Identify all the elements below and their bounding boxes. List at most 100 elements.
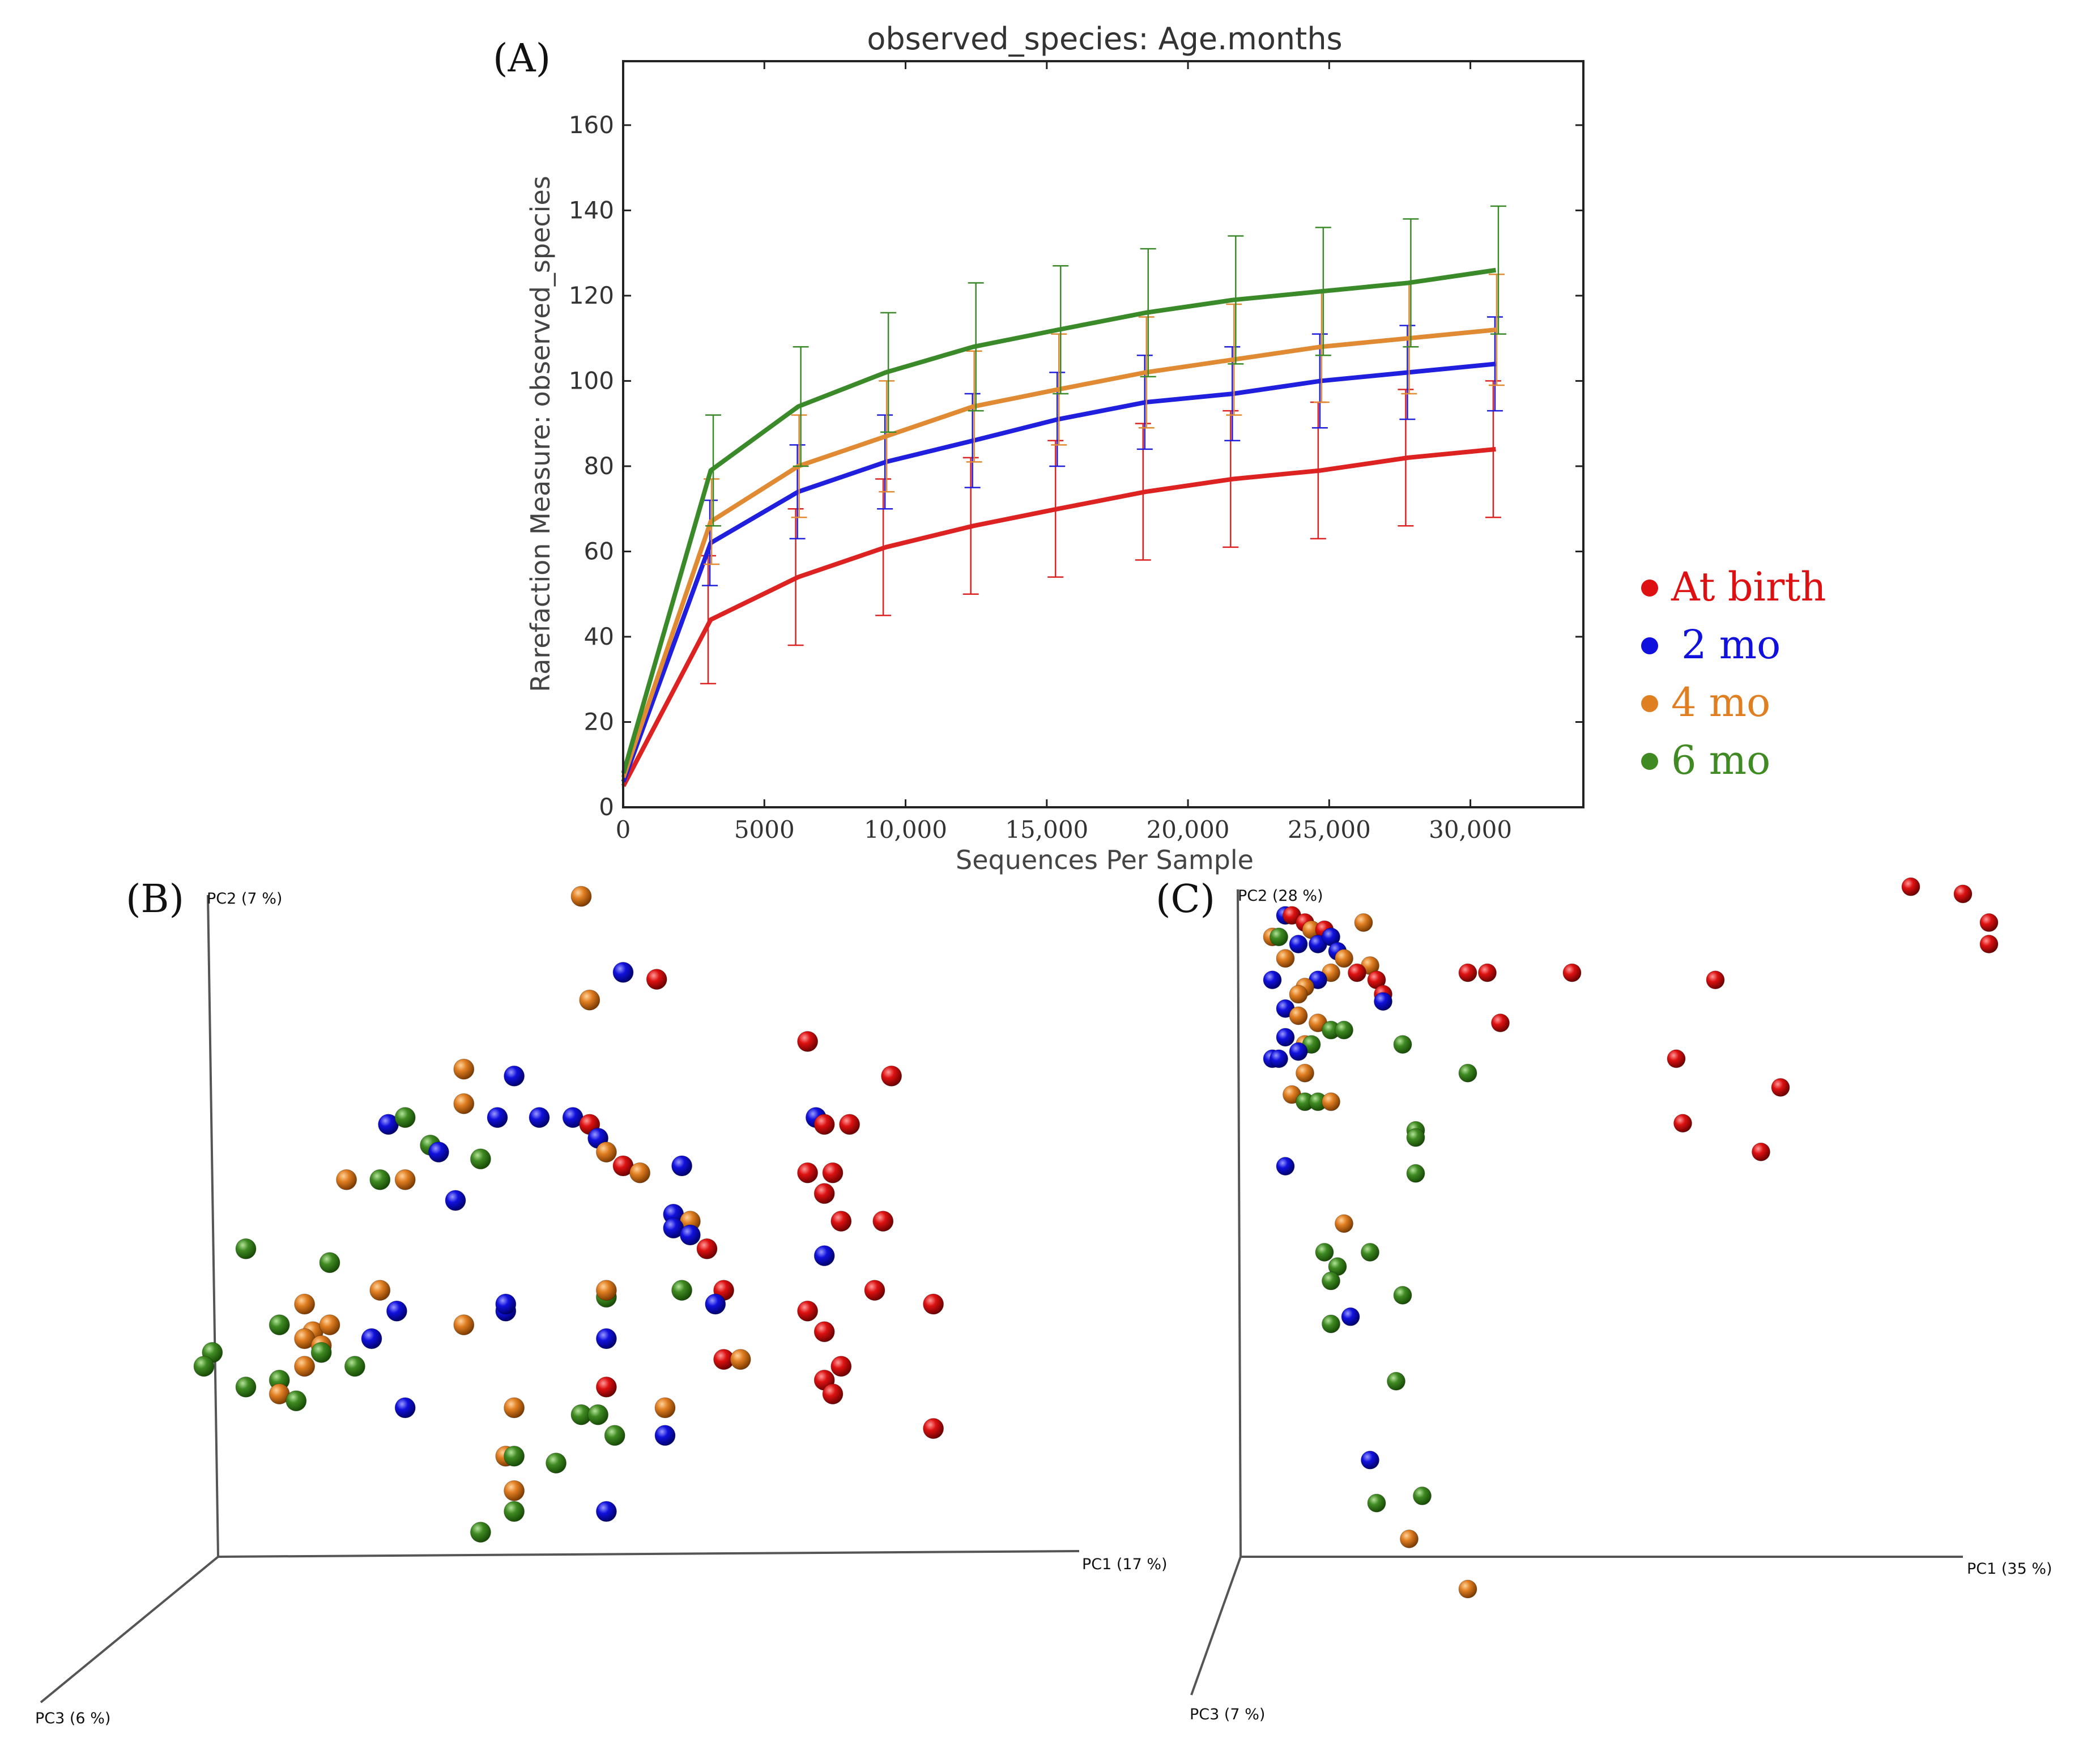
scatter-point (797, 1300, 819, 1322)
scatter-point (453, 1093, 475, 1114)
chart-title: observed_species: Age.months (867, 21, 1342, 57)
scatter-point (671, 1155, 693, 1177)
scatter-point (579, 989, 600, 1011)
scatter-point (546, 1453, 567, 1474)
y-tick-label: 60 (584, 537, 614, 565)
scatter-point (1706, 970, 1725, 990)
series-line (621, 446, 1496, 787)
scatter-point (1289, 935, 1308, 953)
scatter-point (797, 1162, 819, 1183)
chart-series-group (621, 205, 1506, 787)
scatter-point (1335, 949, 1353, 968)
scatter-point (872, 1211, 894, 1232)
pcoa-c-points (1263, 877, 1999, 1599)
scatter-point (294, 1293, 316, 1315)
scatter-point (1393, 1285, 1412, 1305)
legend-label-4mo: 4 mo (1671, 679, 1770, 726)
scatter-point (1901, 877, 1920, 896)
scatter-point (1263, 970, 1282, 990)
scatter-point (1348, 963, 1366, 982)
plot-frame (622, 60, 1584, 808)
scatter-point (730, 1349, 751, 1370)
pcoa-b-pc3-axis (40, 1556, 219, 1703)
scatter-point (1335, 1020, 1353, 1040)
panel-label-b: (B) (126, 877, 184, 922)
legend-label-2mo: 2 mo (1681, 621, 1780, 668)
scatter-point (595, 1376, 617, 1398)
y-axis-title: Rarefaction Measure: observed_species (525, 176, 556, 692)
pcoa-b-pc2-label: PC2 (7 %) (207, 890, 282, 908)
scatter-point (595, 1280, 617, 1301)
scatter-point (671, 1280, 693, 1301)
scatter-point (1979, 935, 1999, 953)
scatter-point (235, 1238, 257, 1259)
scatter-point (629, 1162, 651, 1183)
scatter-point (813, 1245, 835, 1267)
y-tick-label: 40 (584, 623, 614, 650)
scatter-point (1387, 1372, 1405, 1391)
scatter-point (797, 1030, 819, 1052)
scatter-point (319, 1314, 340, 1336)
scatter-point (1322, 1314, 1340, 1334)
scatter-point (1667, 1049, 1686, 1068)
series-2-mo (621, 316, 1503, 783)
scatter-point (1979, 913, 1999, 932)
y-tick-label: 100 (569, 367, 614, 394)
scatter-point (923, 1293, 944, 1315)
scatter-point (705, 1293, 726, 1315)
scatter-point (1296, 1063, 1314, 1083)
legend-dot-4mo (1641, 695, 1658, 712)
scatter-point (1289, 1042, 1308, 1061)
scatter-point (235, 1376, 257, 1398)
scatter-point (822, 1162, 844, 1183)
pcoa-c-pc2-axis (1237, 889, 1242, 1557)
y-tick-label: 160 (569, 111, 614, 139)
pcoa-b-pc3-label: PC3 (6 %) (35, 1710, 110, 1727)
pcoa-plot-c: PC2 (28 %) PC1 (35 %) PC3 (7 %) (1190, 877, 2052, 1723)
scatter-point (839, 1114, 861, 1135)
scatter-point (394, 1107, 416, 1128)
pcoa-c-pc3-label: PC3 (7 %) (1190, 1706, 1265, 1723)
scatter-point (394, 1169, 416, 1190)
scatter-point (654, 1397, 676, 1419)
scatter-point (1354, 913, 1373, 932)
panel-label-a: (A) (493, 36, 551, 81)
scatter-point (881, 1065, 902, 1087)
scatter-point (1953, 884, 1973, 904)
scatter-point (830, 1211, 852, 1232)
scatter-point (1276, 1028, 1295, 1047)
pcoa-b-axes (40, 895, 1080, 1703)
scatter-point (646, 969, 667, 990)
series-4-mo (621, 274, 1505, 778)
scatter-point (487, 1107, 508, 1128)
x-tick-label: 0 (616, 816, 631, 844)
scatter-point (1458, 1579, 1477, 1599)
scatter-point (453, 1058, 475, 1080)
scatter-point (361, 1328, 382, 1349)
scatter-point (470, 1522, 491, 1543)
scatter-point (1270, 927, 1288, 947)
scatter-point (428, 1142, 449, 1163)
pcoa-plot-b: PC2 (7 %) PC1 (17 %) PC3 (6 %) (35, 885, 1168, 1727)
scatter-point (822, 1383, 844, 1405)
scatter-point (1289, 985, 1308, 1004)
scatter-point (1458, 1063, 1477, 1083)
series-line (621, 327, 1496, 778)
series-line (621, 361, 1496, 783)
scatter-point (504, 1445, 525, 1467)
scatter-point (369, 1280, 391, 1301)
pcoa-c-pc2-label: PC2 (28 %) (1238, 887, 1323, 905)
scatter-point (654, 1425, 676, 1446)
scatter-point (595, 1501, 617, 1522)
pcoa-c-pc1-label: PC1 (35 %) (1967, 1560, 2052, 1578)
legend-dot-6mo (1641, 753, 1658, 770)
scatter-point (286, 1390, 307, 1412)
x-tick-label: 25,000 (1288, 816, 1371, 844)
scatter-point (813, 1114, 835, 1135)
pcoa-b-points (193, 885, 944, 1543)
scatter-point (1393, 1035, 1412, 1054)
scatter-point (587, 1404, 609, 1425)
pcoa-b-pc2-axis (207, 895, 219, 1557)
scatter-point (813, 1183, 835, 1204)
x-axis-title: Sequences Per Sample (956, 845, 1254, 875)
